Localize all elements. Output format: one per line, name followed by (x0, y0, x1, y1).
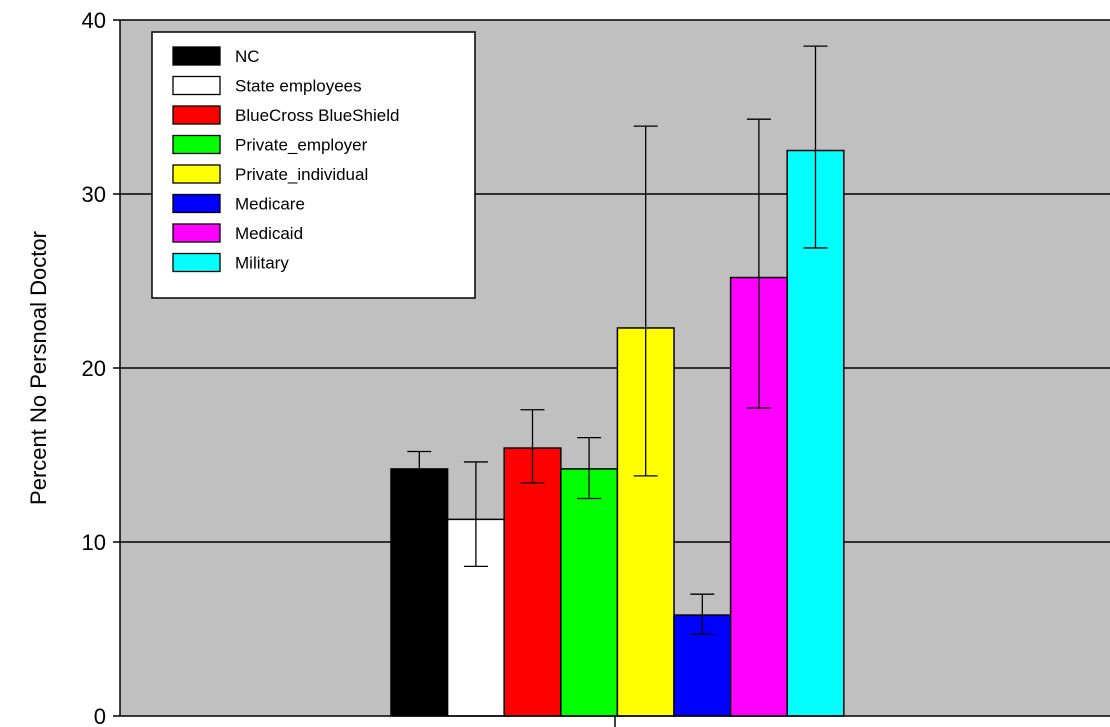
legend-swatch-0 (172, 46, 221, 66)
legend-swatch-3 (172, 134, 221, 155)
legend-label-0: NC (235, 47, 260, 66)
legend-swatch-1 (172, 75, 221, 96)
y-tick-labels: 0 10 20 30 40 (82, 8, 106, 727)
y-tick-label: 10 (82, 530, 106, 555)
legend-swatch-5 (172, 193, 221, 214)
axes (113, 19, 1110, 727)
bar-0 (390, 468, 449, 717)
error-bars (407, 45, 828, 635)
legend-label-1: State employees (235, 77, 362, 96)
legend-swatch-7 (172, 252, 221, 273)
legend-swatch-2 (172, 105, 221, 125)
bar-7 (786, 149, 845, 717)
y-tick-label: 30 (82, 182, 106, 207)
bar-3 (560, 468, 619, 717)
legend-label-2: BlueCross BlueShield (235, 106, 399, 125)
legend-swatch-6 (172, 223, 221, 243)
legend-label-5: Medicare (235, 195, 305, 214)
legend-label-6: Medicaid (235, 224, 303, 243)
bar-2 (503, 447, 562, 717)
legend: NC State employees BlueCross BlueShield Pri… (151, 31, 476, 299)
legend-label-3: Private_employer (235, 136, 368, 155)
legend-label-7: Military (235, 254, 289, 273)
y-axis-label: Percent No Persnoal Doctor (26, 231, 51, 505)
y-tick-label: 0 (94, 704, 106, 727)
y-tick-label: 20 (82, 356, 106, 381)
legend-swatch-4 (172, 164, 221, 184)
legend-label-4: Private_individual (235, 165, 368, 184)
y-tick-label: 40 (82, 8, 106, 33)
